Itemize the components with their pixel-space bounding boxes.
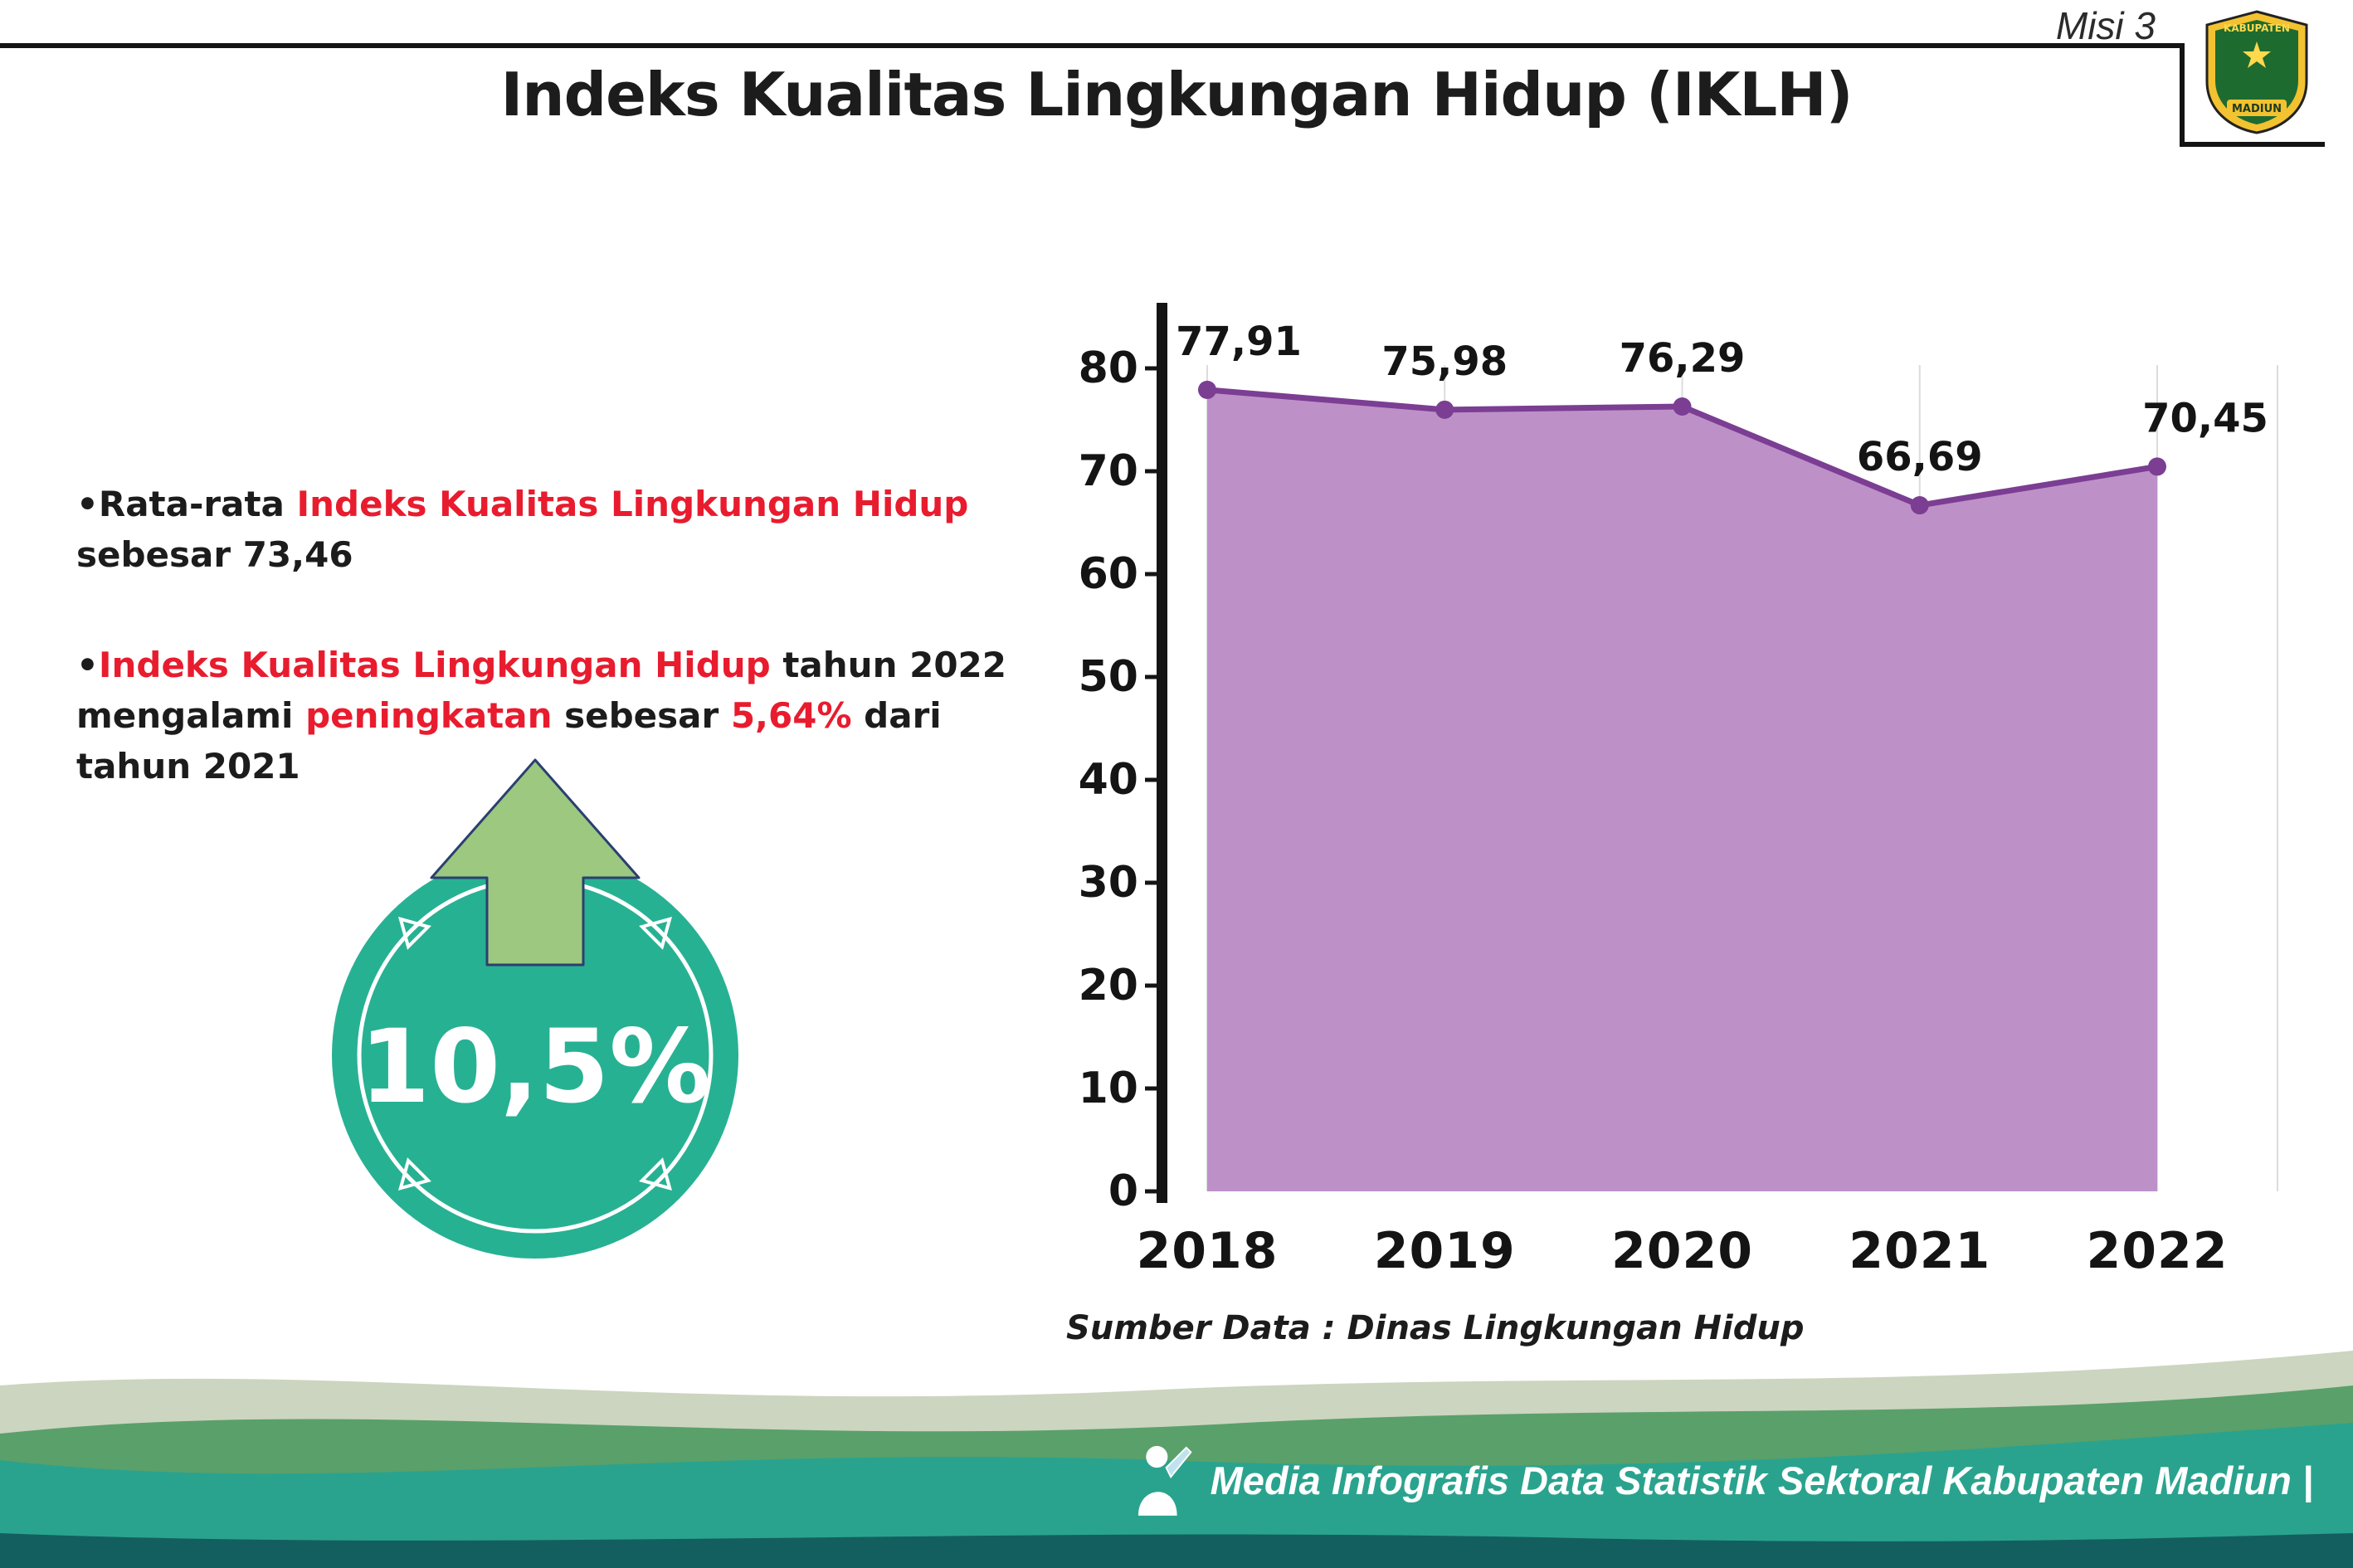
svg-text:2020: 2020 (1611, 1222, 1753, 1280)
svg-text:2019: 2019 (1374, 1222, 1516, 1280)
increase-percentage-value: 10,5% (359, 1008, 710, 1126)
svg-text:60: 60 (1079, 549, 1138, 599)
misi-label: Misi 3 (2055, 4, 2156, 47)
svg-text:70,45: 70,45 (2142, 395, 2268, 441)
svg-text:50: 50 (1079, 652, 1138, 702)
svg-text:20: 20 (1079, 961, 1138, 1010)
svg-text:2022: 2022 (2087, 1222, 2229, 1280)
logo-frame-vertical (2180, 43, 2185, 147)
svg-text:2018: 2018 (1137, 1222, 1279, 1280)
svg-text:70: 70 (1079, 446, 1138, 496)
svg-text:30: 30 (1079, 858, 1138, 908)
svg-text:0: 0 (1108, 1166, 1138, 1216)
footer-caption: Media Infografis Data Statistik Sektoral… (1210, 1458, 2313, 1502)
badge-triangle-bottom-right (639, 1157, 673, 1191)
svg-text:10: 10 (1079, 1064, 1138, 1113)
badge-circle (332, 852, 738, 1259)
iklh-area-chart: 0 10 20 30 40 50 60 70 80 77,91 75,98 76,29 66,69 70,… (987, 290, 2298, 1327)
svg-text:2021: 2021 (1849, 1222, 1990, 1280)
svg-text:80: 80 (1079, 343, 1138, 393)
data-source-caption: Sumber Data : Dinas Lingkungan Hidup (1066, 1309, 1805, 1347)
up-arrow-icon (430, 758, 641, 967)
summary-bullets: •Rata-rata Indeks Kualitas Lingkungan Hi… (76, 480, 1039, 851)
badge-triangle-top-right (639, 916, 673, 950)
svg-text:66,69: 66,69 (1857, 434, 1983, 480)
svg-text:76,29: 76,29 (1620, 335, 1746, 382)
infographic-mascot-icon (1138, 1445, 1192, 1516)
top-divider-line (0, 43, 2182, 48)
svg-text:40: 40 (1079, 755, 1138, 805)
logo-bottom-text: MADIUN (2232, 103, 2282, 115)
logo-frame-horizontal (2180, 142, 2325, 147)
bullet-iklh-2022-increase: •Indeks Kualitas Lingkungan Hidup tahun … (76, 644, 1006, 786)
kabupaten-madiun-logo: KABUPATEN MADIUN (2205, 10, 2308, 134)
page-title: Indeks Kualitas Lingkungan Hidup (IKLH) (500, 60, 1854, 129)
footer: Media Infografis Data Statistik Sektoral… (1126, 1440, 2313, 1520)
badge-triangle-bottom-left (397, 1157, 431, 1191)
svg-text:77,91: 77,91 (1176, 319, 1302, 365)
logo-top-text: KABUPATEN (2224, 22, 2290, 34)
svg-text:75,98: 75,98 (1381, 338, 1508, 385)
bullet-average-iklh: •Rata-rata Indeks Kualitas Lingkungan Hi… (76, 484, 969, 575)
badge-triangle-top-left (397, 916, 431, 950)
increase-percentage-badge: 10,5% (332, 758, 738, 1259)
iklh-area-chart-svg: 0 10 20 30 40 50 60 70 80 77,91 75,98 76,29 66,69 70,… (1079, 303, 2278, 1280)
